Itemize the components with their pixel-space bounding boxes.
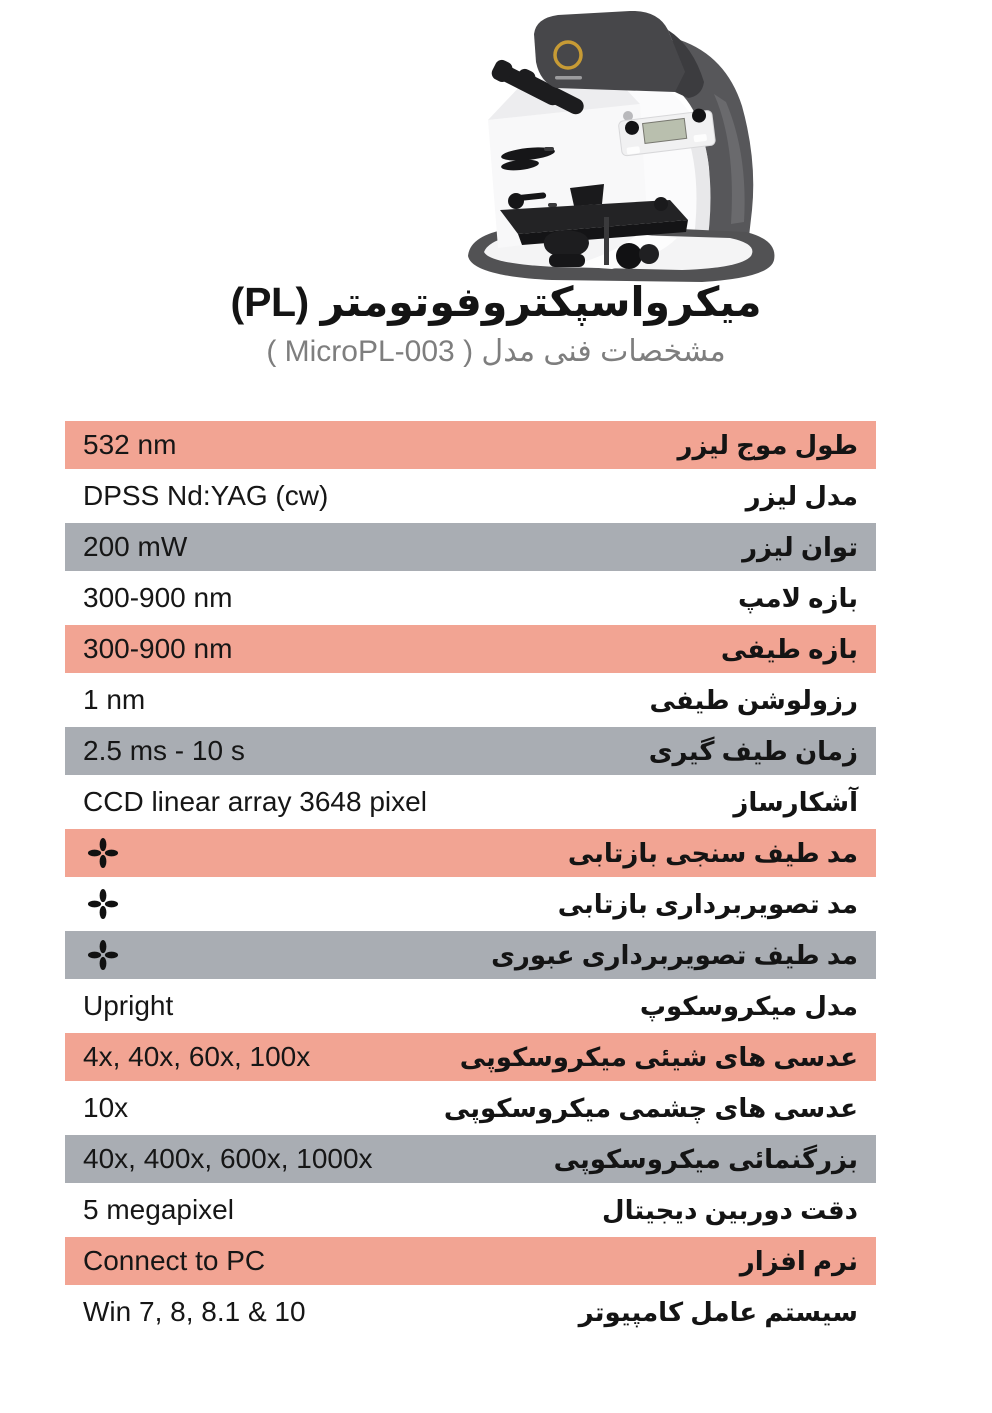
spec-row: 5 megapixel دقت دوربین دیجیتال — [65, 1186, 876, 1234]
spec-row: 532 nm طول موج لیزر — [65, 421, 876, 469]
spec-label: زمان طیف گیری — [648, 735, 858, 766]
spec-value: Upright — [83, 990, 174, 1021]
spec-value-four-petal-asterisk — [65, 888, 119, 920]
spec-label: مدل میکروسکوپ — [639, 990, 858, 1021]
page-subtitle: مشخصات فنی مدل ( MicroPL-003 ) — [266, 335, 726, 368]
spec-value: 10x — [83, 1092, 129, 1123]
spec-label: نرم افزار — [739, 1245, 858, 1276]
spec-row: 300-900 nm بازه لامپ — [65, 574, 876, 622]
four-petal-asterisk-icon — [87, 939, 119, 971]
spec-label: بازه طیفی — [720, 633, 858, 664]
microscope-image — [452, 4, 792, 289]
spec-row: 40x, 400x, 600x, 1000x بزرگنمائی میکروسک… — [65, 1135, 876, 1183]
spec-value: 4x, 40x, 60x, 100x — [83, 1041, 311, 1072]
spec-value-four-petal-asterisk — [65, 837, 119, 869]
spec-label: عدسی های چشمی میکروسکوپی — [443, 1092, 858, 1123]
spec-row: Win 7, 8, 8.1 & 10 سیستم عامل کامپیوتر — [65, 1288, 876, 1336]
spec-label: آشکارساز — [733, 786, 858, 817]
spec-value: 1 nm — [83, 684, 146, 715]
spec-row: Upright مدل میکروسکوپ — [65, 982, 876, 1030]
spec-label: مد تصویربرداری بازتابی — [557, 888, 858, 919]
spec-label: بزرگنمائی میکروسکوپی — [553, 1143, 858, 1174]
spec-value: 532 nm — [83, 429, 177, 460]
spec-label: مد طیف تصویربرداری عبوری — [491, 939, 858, 970]
spec-value: 300-900 nm — [83, 582, 233, 613]
page-title: میکرواسپکتروفوتومتر (PL) — [230, 279, 762, 325]
spec-label: رزولوشن طیفی — [649, 684, 858, 715]
spec-row: 4x, 40x, 60x, 100x عدسی های شیئی میکروسک… — [65, 1033, 876, 1081]
spec-label: طول موج لیزر — [677, 429, 858, 460]
spec-label: سیستم عامل کامپیوتر — [578, 1296, 858, 1327]
spec-row: مد طیف سنجی بازتابی — [65, 829, 876, 877]
spec-row: 1 nm رزولوشن طیفی — [65, 676, 876, 724]
spec-row: 300-900 nm بازه طیفی — [65, 625, 876, 673]
spec-row: مد طیف تصویربرداری عبوری — [65, 931, 876, 979]
four-petal-asterisk-icon — [87, 888, 119, 920]
spec-value: 5 megapixel — [83, 1194, 234, 1225]
spec-value: DPSS Nd:YAG (cw) — [83, 480, 329, 511]
four-petal-asterisk-icon — [87, 837, 119, 869]
spec-value: 2.5 ms - 10 s — [83, 735, 245, 766]
spec-row: 10x عدسی های چشمی میکروسکوپی — [65, 1084, 876, 1132]
spec-label: مد طیف سنجی بازتابی — [567, 837, 858, 868]
spec-value: Connect to PC — [83, 1245, 266, 1276]
spec-label: دقت دوربین دیجیتال — [602, 1194, 858, 1225]
spec-row: 200 mW توان لیزر — [65, 523, 876, 571]
spec-value: 300-900 nm — [83, 633, 233, 664]
spec-row: DPSS Nd:YAG (cw) مدل لیزر — [65, 472, 876, 520]
spec-row: 2.5 ms - 10 s زمان طیف گیری — [65, 727, 876, 775]
spec-row: مد تصویربرداری بازتابی — [65, 880, 876, 928]
spec-label: عدسی های شیئی میکروسکوپی — [459, 1041, 858, 1072]
spec-label: مدل لیزر — [745, 480, 858, 511]
spec-value-four-petal-asterisk — [65, 939, 119, 971]
brand-ring-icon — [553, 40, 583, 70]
microscope-render-icon — [468, 10, 775, 282]
spec-value: 200 mW — [83, 531, 188, 562]
header: میکرواسپکتروفوتومتر (PL) مشخصات فنی مدل … — [0, 276, 992, 371]
spec-row: Connect to PC نرم افزار — [65, 1237, 876, 1285]
spec-row: CCD linear array 3648 pixel آشکارساز — [65, 778, 876, 826]
spec-label: توان لیزر — [742, 531, 858, 562]
spec-value: CCD linear array 3648 pixel — [83, 786, 427, 817]
spec-label: بازه لامپ — [737, 582, 858, 613]
spec-value: Win 7, 8, 8.1 & 10 — [83, 1296, 306, 1327]
spec-table: 532 nm طول موج لیزر DPSS Nd:YAG (cw) مدل… — [65, 421, 876, 1339]
spec-value: 40x, 400x, 600x, 1000x — [83, 1143, 373, 1174]
